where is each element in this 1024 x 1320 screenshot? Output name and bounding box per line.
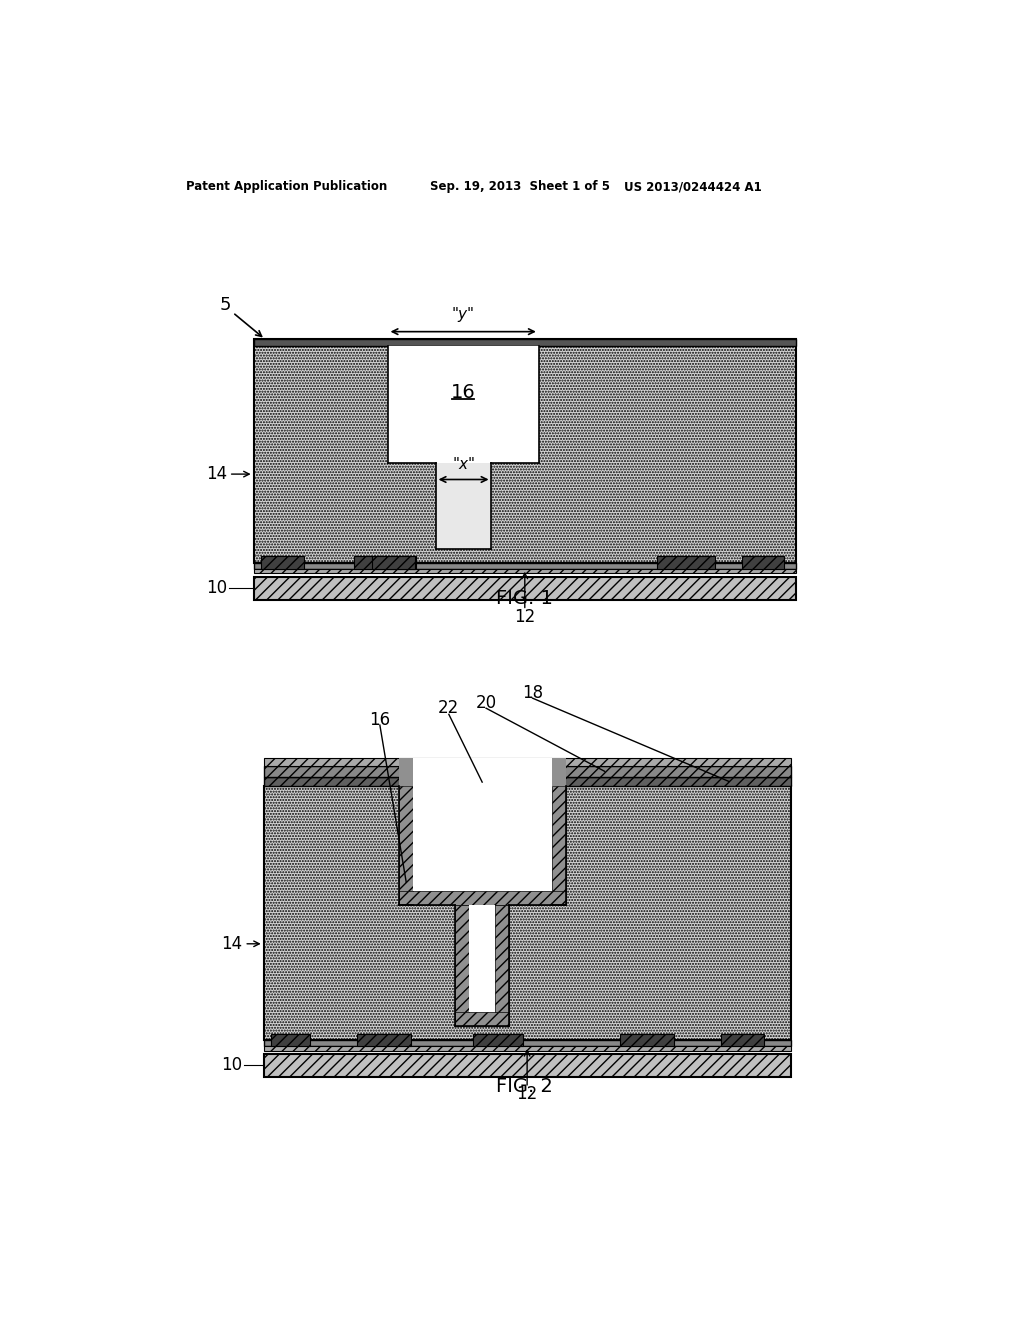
Bar <box>372 557 415 569</box>
Bar <box>473 1034 523 1047</box>
Text: 12: 12 <box>516 1085 538 1104</box>
Bar <box>263 776 791 785</box>
Text: Sep. 19, 2013  Sheet 1 of 5: Sep. 19, 2013 Sheet 1 of 5 <box>430 181 610 194</box>
Bar <box>455 906 469 1026</box>
Bar <box>263 1053 791 1077</box>
Bar <box>656 557 715 569</box>
Bar <box>552 785 566 906</box>
Bar <box>254 569 796 573</box>
Bar <box>455 1012 509 1026</box>
Bar <box>399 891 566 906</box>
Text: FIG. 2: FIG. 2 <box>497 1077 553 1096</box>
Bar <box>469 906 496 1012</box>
Text: "x": "x" <box>452 457 475 471</box>
Bar <box>455 906 509 1026</box>
Bar <box>414 785 552 891</box>
Text: 10: 10 <box>221 1056 243 1074</box>
Text: 20: 20 <box>475 694 497 711</box>
Text: 10: 10 <box>206 579 227 597</box>
Bar <box>261 557 304 569</box>
Bar <box>388 346 539 462</box>
Bar <box>399 785 414 906</box>
Text: 16: 16 <box>370 710 390 729</box>
Bar <box>354 557 417 569</box>
Bar <box>271 1034 310 1047</box>
Text: 22: 22 <box>438 700 460 717</box>
Text: FIG. 1: FIG. 1 <box>497 589 553 609</box>
Bar <box>356 1034 411 1047</box>
Text: Patent Application Publication: Patent Application Publication <box>186 181 387 194</box>
Text: 14: 14 <box>221 935 243 953</box>
Bar <box>435 462 492 549</box>
Bar <box>552 758 566 785</box>
Bar <box>254 577 796 599</box>
Bar <box>496 906 509 1026</box>
Bar <box>263 758 791 766</box>
Text: 18: 18 <box>522 684 543 702</box>
Bar <box>621 1034 675 1047</box>
Bar <box>741 557 784 569</box>
Bar <box>254 562 796 569</box>
Bar <box>254 339 796 346</box>
Bar <box>399 785 566 906</box>
Bar <box>721 1034 764 1047</box>
Bar <box>263 766 791 776</box>
Bar <box>263 1040 791 1047</box>
Bar <box>414 758 552 785</box>
Bar <box>399 758 414 785</box>
Text: 16: 16 <box>451 383 475 403</box>
Text: 14: 14 <box>206 465 227 483</box>
Bar <box>263 785 791 1040</box>
Text: "y": "y" <box>452 306 475 322</box>
Bar <box>254 339 796 562</box>
Text: 5: 5 <box>219 296 230 314</box>
Text: 12: 12 <box>514 607 536 626</box>
Bar <box>263 1047 791 1051</box>
Text: US 2013/0244424 A1: US 2013/0244424 A1 <box>624 181 762 194</box>
